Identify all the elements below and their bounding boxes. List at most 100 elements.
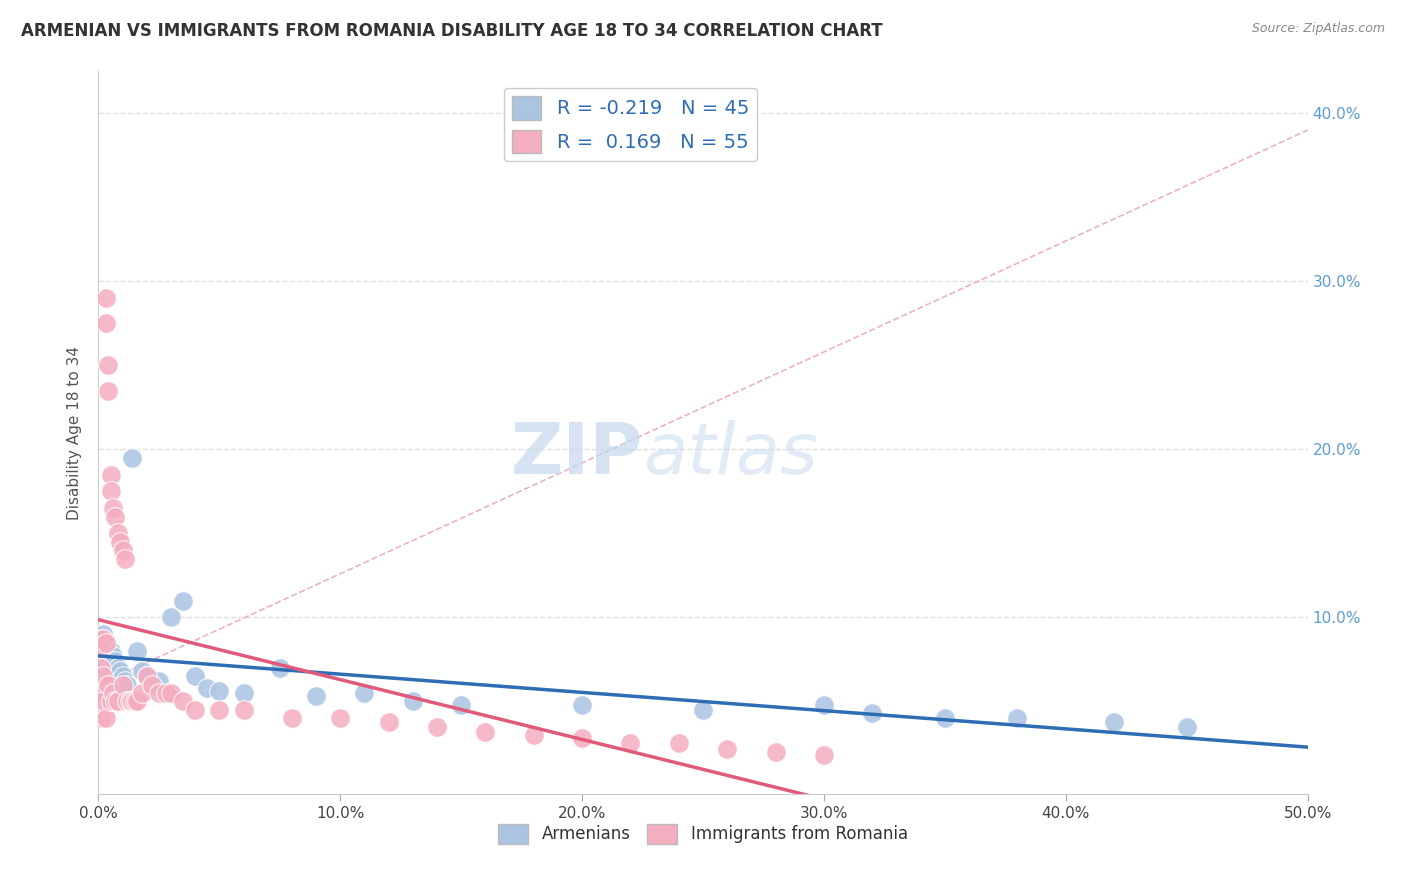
Point <box>118 694 141 708</box>
Point <box>101 501 124 516</box>
Text: ARMENIAN VS IMMIGRANTS FROM ROMANIA DISABILITY AGE 18 TO 34 CORRELATION CHART: ARMENIAN VS IMMIGRANTS FROM ROMANIA DISA… <box>21 22 883 40</box>
Point <box>1175 720 1198 734</box>
Point <box>91 632 114 647</box>
Point <box>668 736 690 750</box>
Point <box>108 534 131 549</box>
Point <box>90 632 112 647</box>
Point <box>101 686 124 700</box>
Point <box>305 690 328 704</box>
Point <box>90 640 112 655</box>
Point <box>121 694 143 708</box>
Point <box>571 698 593 712</box>
Point <box>141 678 163 692</box>
Point <box>135 669 157 683</box>
Point <box>104 509 127 524</box>
Point <box>117 694 139 708</box>
Text: ZIP: ZIP <box>510 420 643 489</box>
Point <box>172 694 194 708</box>
Point <box>184 669 207 683</box>
Point <box>111 669 134 683</box>
Point <box>121 450 143 465</box>
Point <box>91 694 114 708</box>
Text: atlas: atlas <box>643 420 817 489</box>
Point <box>94 669 117 683</box>
Point <box>94 711 117 725</box>
Point <box>402 694 425 708</box>
Y-axis label: Disability Age 18 to 34: Disability Age 18 to 34 <box>67 345 83 520</box>
Point <box>716 741 738 756</box>
Point <box>97 664 120 678</box>
Point <box>94 635 117 649</box>
Point <box>329 711 352 725</box>
Point <box>104 694 127 708</box>
Point <box>91 661 114 675</box>
Point <box>114 674 136 689</box>
Point <box>100 644 122 658</box>
Point <box>97 359 120 373</box>
Point <box>148 674 170 689</box>
Point <box>619 736 641 750</box>
Point <box>860 706 883 721</box>
Point <box>94 648 117 662</box>
Point <box>148 686 170 700</box>
Point <box>1007 711 1029 725</box>
Point <box>114 551 136 566</box>
Point <box>127 644 149 658</box>
Point <box>104 654 127 668</box>
Point <box>281 711 304 725</box>
Point <box>813 698 835 712</box>
Point <box>934 711 956 725</box>
Point <box>97 384 120 398</box>
Point <box>90 652 112 666</box>
Point <box>127 694 149 708</box>
Point <box>101 649 124 664</box>
Point <box>100 484 122 499</box>
Point <box>97 640 120 655</box>
Point <box>100 694 122 708</box>
Point <box>100 467 122 482</box>
Point <box>155 686 177 700</box>
Legend: Armenians, Immigrants from Romania: Armenians, Immigrants from Romania <box>492 817 914 851</box>
Point <box>208 684 231 698</box>
Point <box>232 703 254 717</box>
Point <box>692 703 714 717</box>
Point <box>91 627 114 641</box>
Point <box>353 686 375 700</box>
Point <box>131 686 153 700</box>
Point <box>94 635 117 649</box>
Point <box>195 681 218 695</box>
Point <box>131 664 153 678</box>
Point <box>124 694 146 708</box>
Point <box>90 661 112 675</box>
Point <box>813 748 835 763</box>
Point <box>90 711 112 725</box>
Text: Source: ZipAtlas.com: Source: ZipAtlas.com <box>1251 22 1385 36</box>
Point <box>571 731 593 746</box>
Point <box>108 664 131 678</box>
Point <box>111 678 134 692</box>
Point <box>107 526 129 541</box>
Point <box>269 661 291 675</box>
Point <box>135 669 157 683</box>
Point <box>94 317 117 331</box>
Point <box>208 703 231 717</box>
Point <box>107 661 129 675</box>
Point <box>1102 714 1125 729</box>
Point <box>94 291 117 305</box>
Point <box>377 714 399 729</box>
Point <box>117 678 139 692</box>
Point <box>97 678 120 692</box>
Point <box>111 543 134 558</box>
Point <box>90 686 112 700</box>
Point <box>450 698 472 712</box>
Point <box>523 728 546 742</box>
Point <box>232 686 254 700</box>
Point <box>91 669 114 683</box>
Point <box>172 593 194 607</box>
Point <box>765 745 787 759</box>
Point <box>474 724 496 739</box>
Point <box>107 694 129 708</box>
Point <box>90 640 112 655</box>
Point <box>426 720 449 734</box>
Point <box>90 632 112 647</box>
